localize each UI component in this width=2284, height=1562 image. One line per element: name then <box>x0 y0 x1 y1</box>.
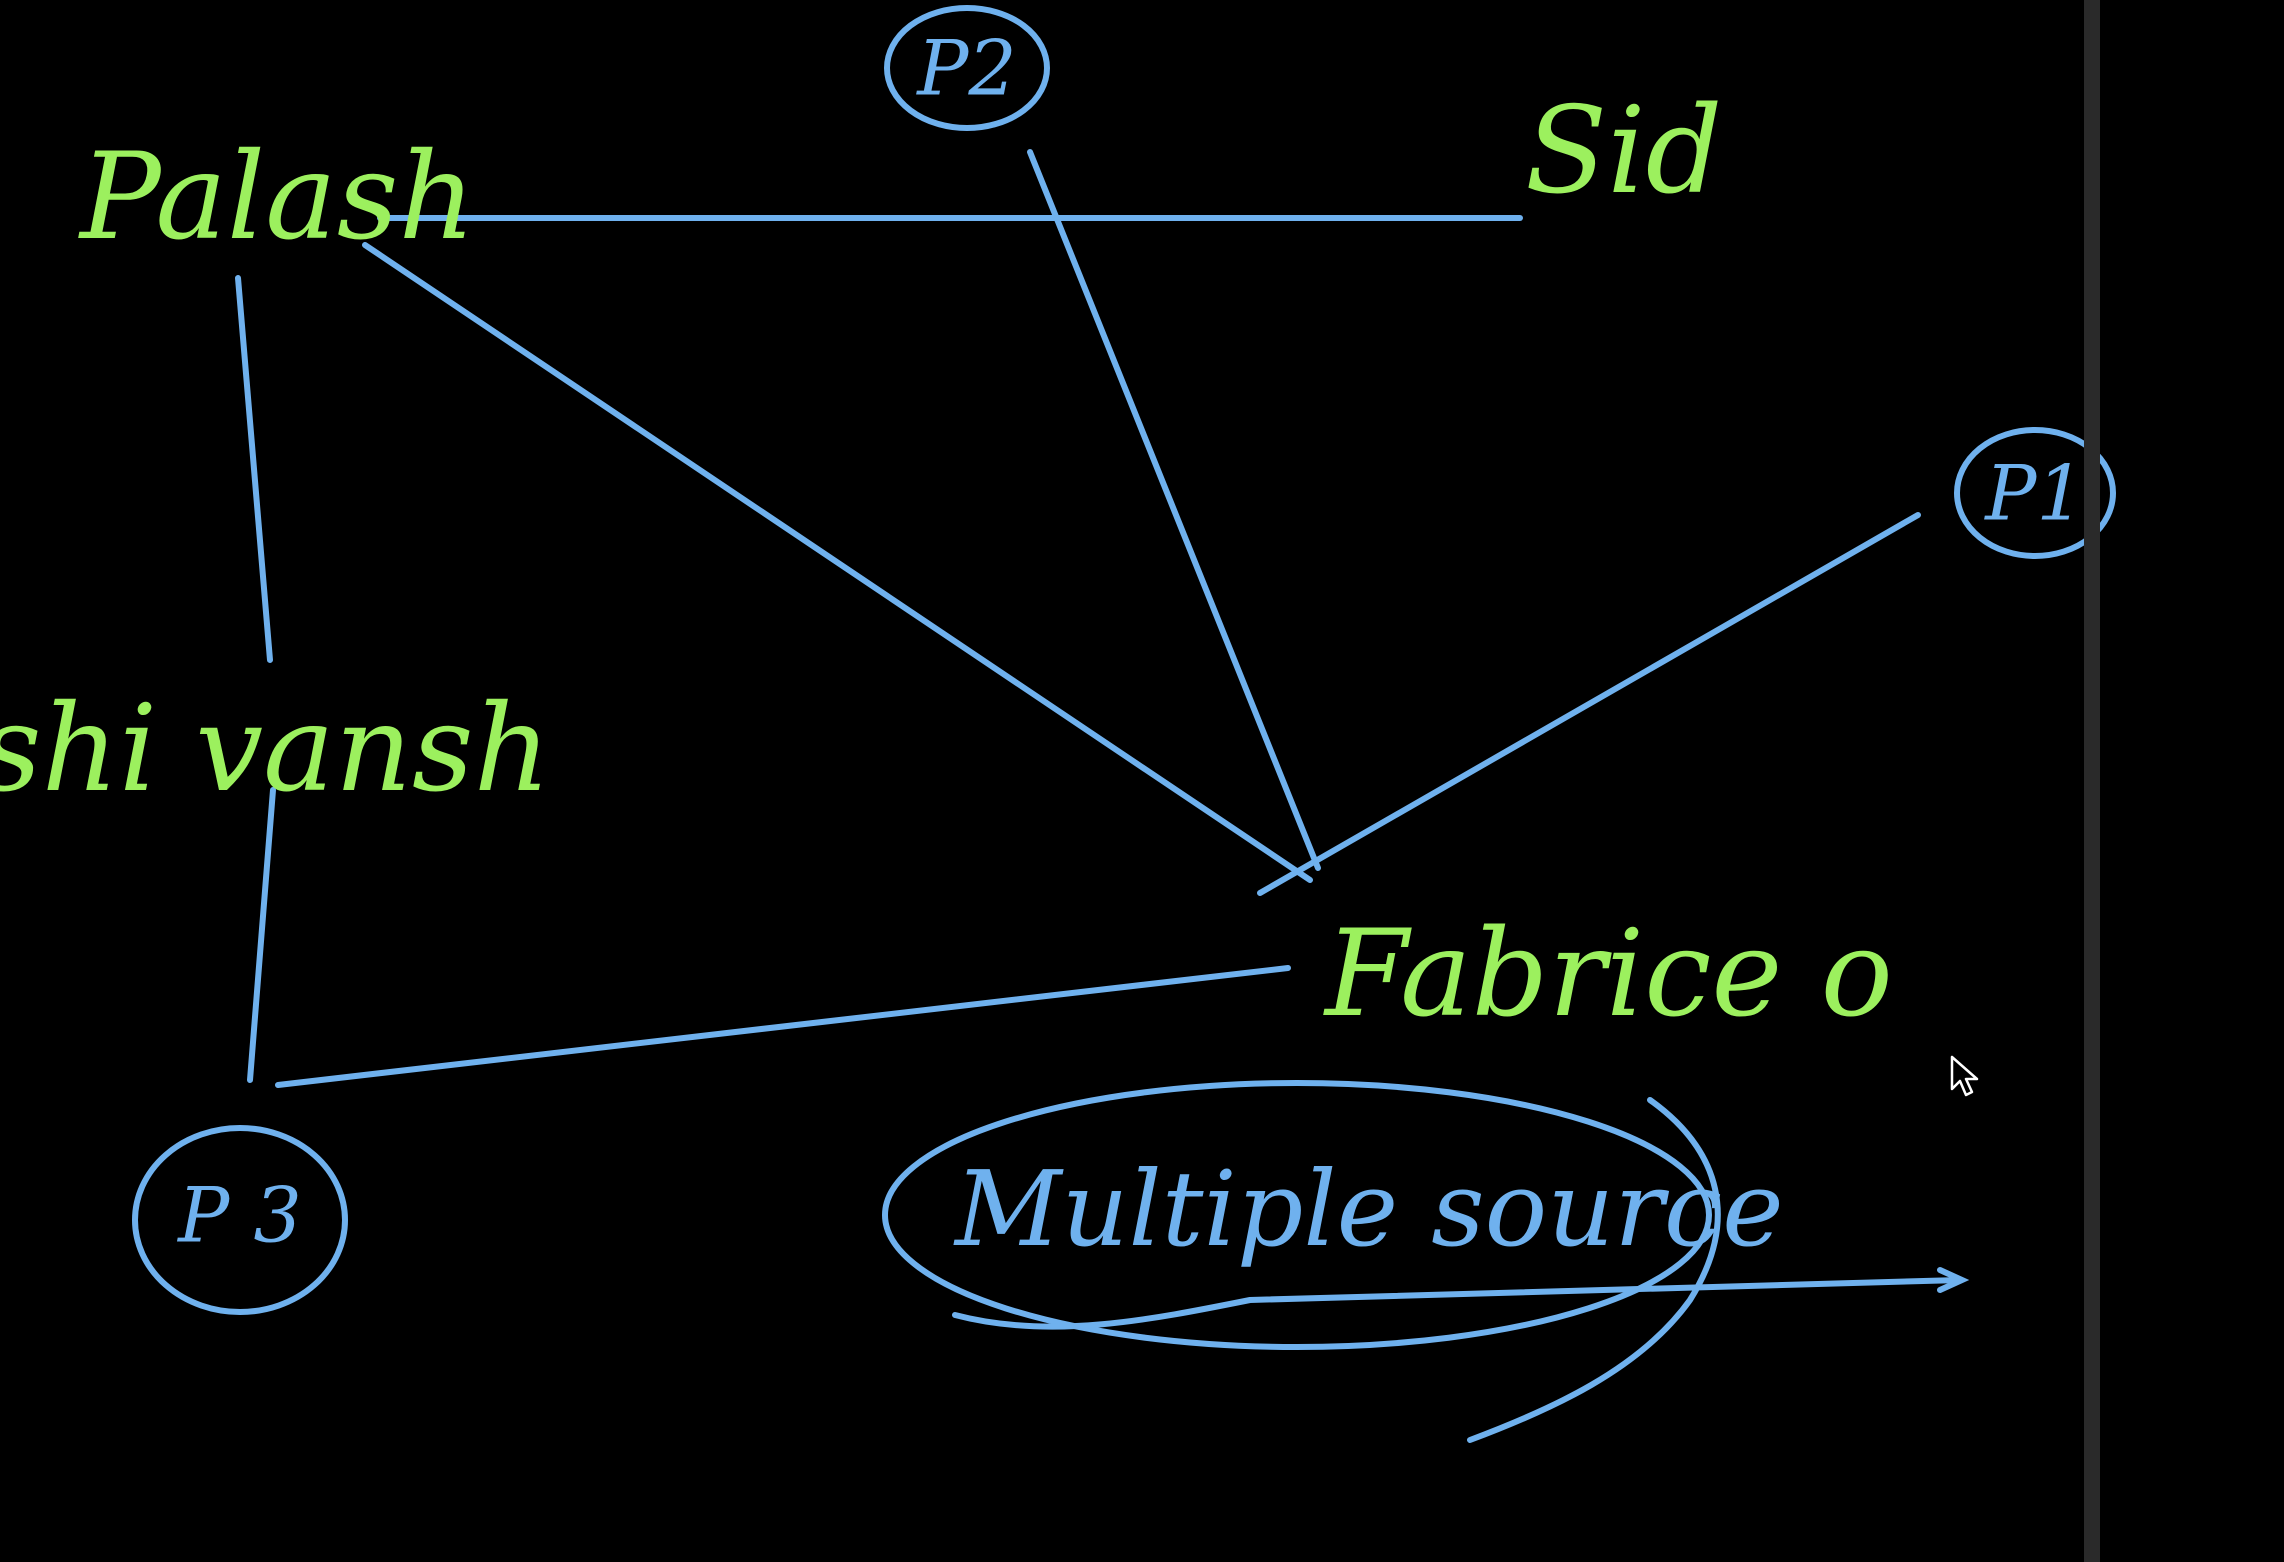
name-palash: Palash <box>78 128 476 267</box>
right-edge-divider <box>2084 0 2100 1562</box>
edge-shivansh-p3 <box>247 787 276 1083</box>
edge-palash-shivansh <box>235 275 273 663</box>
arrow-head-icon <box>1937 1267 1970 1293</box>
p3-label: P 3 <box>176 1171 302 1260</box>
edge-p3-fabrice <box>275 965 1291 1088</box>
edge-p2-fabrice <box>1027 149 1321 871</box>
note-underline <box>952 1277 1963 1330</box>
note-text: Multiple source <box>953 1148 1784 1270</box>
edge-palash-fabrice <box>362 242 1313 883</box>
p2-ring <box>884 5 1050 131</box>
mouse-pointer-icon <box>1950 1055 1979 1097</box>
note-ring <box>882 1080 1712 1350</box>
name-sid: Sid <box>1525 82 1722 221</box>
p1-ring <box>1954 427 2116 559</box>
p1-label: P1 <box>1983 449 2085 538</box>
name-shivansh: shi vansh <box>0 680 551 819</box>
p3-ring <box>132 1125 348 1315</box>
edge-p1-fabrice <box>1257 512 1921 896</box>
note-bracket-stroke <box>1467 1097 1721 1443</box>
name-fabrice: Fabrice o <box>1323 905 1893 1044</box>
p2-label: P2 <box>915 24 1017 113</box>
